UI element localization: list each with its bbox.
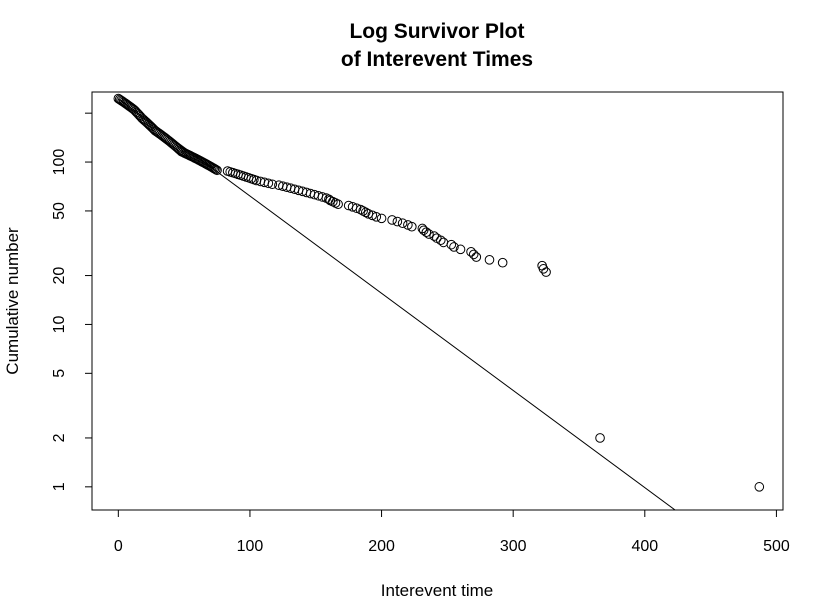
data-point (397, 218, 408, 229)
x-tick-label: 500 (763, 538, 790, 555)
y-tick-label: 1 (51, 482, 68, 491)
data-point (358, 206, 368, 216)
y-tick-label: 100 (51, 149, 68, 176)
y-tick-label: 20 (51, 267, 68, 285)
data-point (212, 165, 222, 176)
y-tick-label: 10 (51, 315, 68, 333)
x-tick-label: 200 (368, 538, 395, 555)
data-point (355, 204, 366, 215)
data-point (438, 237, 449, 248)
data-point (209, 163, 220, 174)
data-point (754, 482, 765, 492)
data-point (407, 221, 417, 232)
x-tick-label: 400 (631, 538, 658, 555)
data-point (351, 203, 362, 213)
data-point (595, 433, 605, 443)
data-point (367, 210, 378, 221)
data-point (455, 244, 466, 255)
x-axis: 0 100 200 300 400 500 (114, 509, 790, 555)
data-point (210, 164, 221, 175)
data-point (267, 179, 278, 190)
data-point (387, 215, 397, 225)
data-point (541, 267, 551, 277)
data-point (421, 227, 432, 237)
data-point (263, 178, 274, 189)
data-point (392, 216, 403, 227)
x-tick-label: 300 (500, 538, 527, 555)
data-point (471, 252, 482, 262)
x-tick-label: 100 (237, 538, 264, 555)
y-tick-label: 2 (51, 433, 68, 442)
data-point (466, 247, 476, 257)
data-point (497, 257, 508, 268)
data-point (429, 231, 440, 241)
data-point (376, 213, 387, 224)
y-axis-label: Cumulative number (3, 227, 22, 375)
y-axis: 1 2 5 10 20 50 100 (51, 112, 93, 491)
data-point (484, 255, 495, 265)
data-point (317, 192, 328, 202)
data-point (538, 264, 549, 274)
data-point (330, 198, 341, 208)
data-point (446, 239, 457, 250)
x-axis-label: Interevent time (381, 581, 493, 600)
y-tick-label: 5 (51, 369, 68, 378)
data-point (333, 199, 343, 210)
data-point (435, 235, 446, 246)
x-tick-label: 0 (114, 538, 123, 555)
chart-title: Log Survivor Plot (349, 20, 524, 43)
y-tick-label: 50 (51, 202, 68, 220)
data-point (468, 249, 479, 260)
chart-subtitle: of Interevent Times (341, 48, 533, 71)
data-points (113, 93, 765, 492)
data-point (449, 242, 459, 252)
data-point (360, 207, 371, 218)
data-point (424, 229, 434, 239)
data-point (371, 212, 382, 222)
